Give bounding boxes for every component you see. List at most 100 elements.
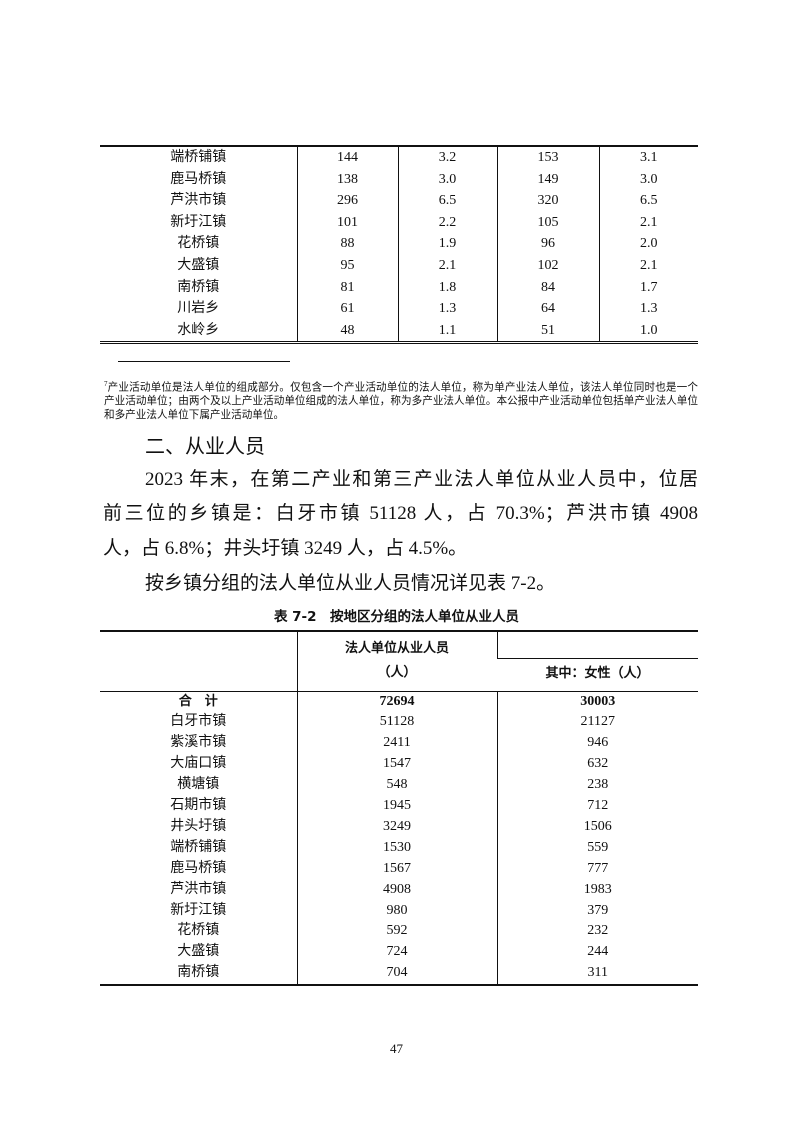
table-caption: 表 7-2 按地区分组的法人单位从业人员	[273, 609, 520, 625]
header-employees: 法人单位从业人员 （人）	[296, 631, 497, 692]
paragraph-line-2: 前三位的乡镇是：白牙市镇 51128 人，占 70.3%；芦洪市镇 4908	[103, 503, 698, 524]
cell-value: 21127	[496, 712, 698, 734]
table-row: 南桥镇 704 311	[100, 963, 698, 986]
table-row: 鹿马桥镇 138 3.0 149 3.0	[100, 168, 698, 191]
cell-value: 1945	[296, 796, 497, 817]
cell-value: 1983	[496, 879, 698, 901]
cell-value: 88	[296, 233, 398, 255]
table-row: 新圩江镇 980 379	[100, 900, 698, 922]
header-empty	[100, 631, 297, 692]
table-row: 白牙市镇 51128 21127	[100, 712, 698, 734]
cell-value: 105	[496, 211, 599, 234]
cell-value: 102	[496, 254, 599, 277]
table-row: 芦洪市镇 296 6.5 320 6.5	[100, 190, 698, 212]
cell-value: 1506	[496, 816, 698, 838]
region-name: 水岭乡	[177, 322, 220, 338]
table-7-2: 法人单位从业人员 （人） 其中：女性（人） 合 计 72694 30003 白牙市…	[100, 630, 698, 987]
table-row: 南桥镇 81 1.8 84 1.7	[100, 276, 698, 299]
cell-value: 3.0	[397, 168, 497, 191]
cell-value: 1.7	[598, 276, 698, 299]
page-number: 47	[390, 1041, 403, 1056]
region-name: 大盛镇	[177, 944, 220, 960]
cell-value: 101	[296, 211, 398, 234]
cell-value: 1530	[296, 837, 497, 859]
total-female: 30003	[496, 691, 698, 713]
header-blank	[496, 631, 698, 659]
cell-value: 64	[496, 298, 599, 320]
table-row: 新圩江镇 101 2.2 105 2.1	[100, 211, 698, 234]
region-name: 大庙口镇	[170, 756, 227, 772]
region-name: 端桥铺镇	[170, 150, 227, 165]
total-row: 合 计 72694 30003	[100, 691, 698, 713]
footnote-marker: 7	[104, 380, 108, 388]
cell-value: 1567	[296, 858, 497, 880]
table-row: 水岭乡 48 1.1 51 1.0	[100, 319, 698, 343]
region-name: 紫溪市镇	[170, 735, 227, 751]
table-row: 大庙口镇 1547 632	[100, 754, 698, 776]
cell-value: 1.9	[397, 233, 497, 255]
region-name: 芦洪市镇	[170, 881, 227, 897]
cell-value: 592	[296, 921, 497, 943]
cell-value: 704	[296, 963, 497, 986]
region-name: 南桥镇	[177, 965, 220, 981]
cell-value: 149	[496, 168, 599, 191]
table-row: 石期市镇 1945 712	[100, 796, 698, 817]
region-name: 白牙市镇	[170, 714, 227, 730]
region-name: 南桥镇	[177, 279, 220, 295]
cell-value: 96	[496, 233, 599, 255]
cell-value: 2.0	[598, 233, 698, 255]
cell-value: 3.0	[598, 168, 698, 191]
table-row: 川岩乡 61 1.3 64 1.3	[100, 298, 698, 320]
cell-value: 3.1	[598, 146, 698, 169]
region-name: 端桥铺镇	[170, 839, 227, 855]
paragraph-line-3: 人，占 6.8%；井头圩镇 3249 人，占 4.5%。	[103, 538, 468, 559]
cell-value: 153	[496, 146, 599, 169]
region-name: 鹿马桥镇	[170, 860, 227, 876]
region-name: 井头圩镇	[170, 818, 227, 834]
total-label: 合 计	[178, 693, 218, 709]
table-row: 大盛镇 95 2.1 102 2.1	[100, 254, 698, 277]
footnote: 7产业活动单位是法人单位的组成部分。仅包含一个产业活动单位的法人单位，称为单产业…	[104, 378, 698, 422]
cell-value: 2.1	[397, 254, 497, 277]
table-row: 鹿马桥镇 1567 777	[100, 858, 698, 880]
table-row: 花桥镇 88 1.9 96 2.0	[100, 233, 698, 255]
table-row: 芦洪市镇 4908 1983	[100, 879, 698, 901]
table-row: 横塘镇 548 238	[100, 775, 698, 797]
region-name: 大盛镇	[177, 257, 220, 273]
footnote-divider	[118, 361, 290, 362]
cell-value: 6.5	[397, 190, 497, 212]
table-row: 井头圩镇 3249 1506	[100, 816, 698, 838]
cell-value: 1547	[296, 754, 497, 776]
region-name: 横塘镇	[177, 777, 220, 793]
cell-value: 980	[296, 900, 497, 922]
cell-value: 2.1	[598, 254, 698, 277]
region-name: 新圩江镇	[170, 902, 227, 918]
cell-value: 51128	[296, 712, 497, 734]
cell-value: 81	[296, 276, 398, 299]
cell-value: 2411	[296, 733, 497, 755]
section-heading: 二、从业人员	[145, 434, 265, 458]
region-name: 川岩乡	[177, 301, 220, 317]
cell-value: 559	[496, 837, 698, 859]
cell-value: 548	[296, 775, 497, 797]
cell-value: 1.3	[397, 298, 497, 320]
cell-value: 6.5	[598, 190, 698, 212]
cell-value: 3.2	[397, 146, 497, 169]
cell-value: 311	[496, 963, 698, 986]
cell-value: 320	[496, 190, 599, 212]
cell-value: 1.8	[397, 276, 497, 299]
cell-value: 61	[296, 298, 398, 320]
table-row: 端桥铺镇 144 3.2 153 3.1	[100, 146, 698, 169]
cell-value: 138	[296, 168, 398, 191]
total-employees: 72694	[296, 691, 497, 713]
paragraph-2: 按乡镇分组的法人单位从业人员情况详见表 7-2。	[145, 573, 556, 594]
footnote-text: 产业活动单位是法人单位的组成部分。仅包含一个产业活动单位的法人单位，称为单产业法…	[104, 382, 698, 421]
region-name: 芦洪市镇	[170, 193, 227, 209]
cell-value: 51	[496, 319, 599, 343]
region-name: 新圩江镇	[170, 214, 227, 230]
cell-value: 712	[496, 796, 698, 817]
cell-value: 2.1	[598, 211, 698, 234]
header-employees-label: 法人单位从业人员	[344, 641, 449, 657]
cell-value: 946	[496, 733, 698, 755]
table-7-1-continued: 端桥铺镇 144 3.2 153 3.1 鹿马桥镇 138 3.0 149 3.0 芦洪市镇 296 6…	[100, 145, 698, 345]
